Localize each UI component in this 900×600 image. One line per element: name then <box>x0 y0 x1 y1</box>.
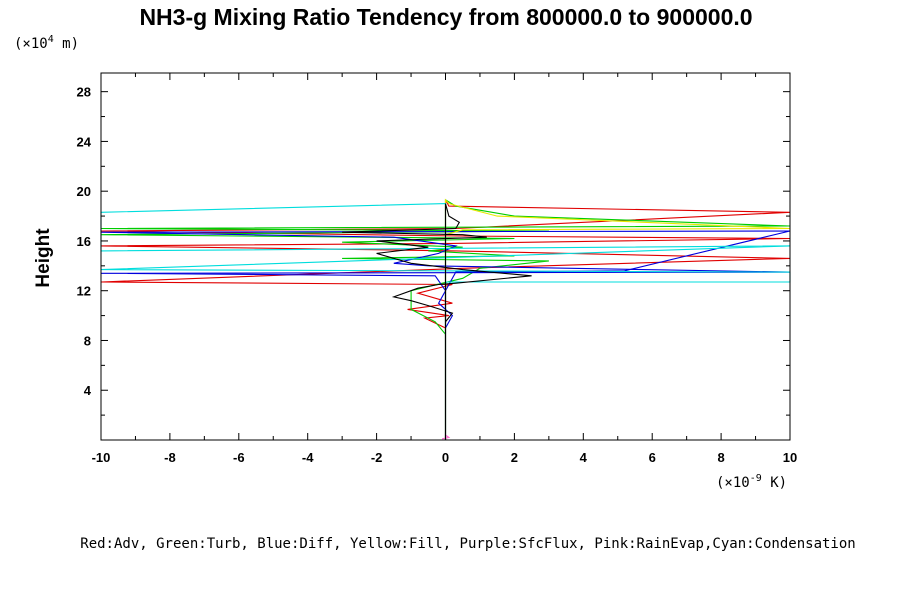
x-tick-label: -2 <box>371 450 383 465</box>
y-tick-label: 8 <box>84 333 91 348</box>
y-tick-label: 20 <box>77 184 91 199</box>
y-axis-unit: (×104 m) <box>14 34 79 52</box>
x-tick-label: -4 <box>302 450 314 465</box>
x-tick-label: -8 <box>164 450 176 465</box>
x-tick-label: 6 <box>649 450 656 465</box>
x-tick-label: 10 <box>783 450 797 465</box>
series-line-7 <box>342 203 532 440</box>
chart-title: NH3-g Mixing Ratio Tendency from 800000.… <box>139 4 752 30</box>
x-tick-label: 2 <box>511 450 518 465</box>
y-tick-label: 16 <box>77 234 91 249</box>
series-line-2 <box>100 230 791 440</box>
y-tick-label: 12 <box>77 284 91 299</box>
x-tick-label: -6 <box>233 450 245 465</box>
x-tick-label: 8 <box>717 450 724 465</box>
y-tick-label: 28 <box>77 85 91 100</box>
x-tick-label: 0 <box>442 450 449 465</box>
x-tick-label: -10 <box>92 450 111 465</box>
y-tick-label: 24 <box>77 134 92 149</box>
series-layer <box>100 198 791 440</box>
y-tick-label: 4 <box>84 383 92 398</box>
y-axis-label: Height <box>33 228 54 288</box>
x-tick-label: 4 <box>580 450 588 465</box>
legend-text: Red:Adv, Green:Turb, Blue:Diff, Yellow:F… <box>80 536 855 552</box>
x-axis-unit: (×10-9 K) <box>716 473 787 491</box>
